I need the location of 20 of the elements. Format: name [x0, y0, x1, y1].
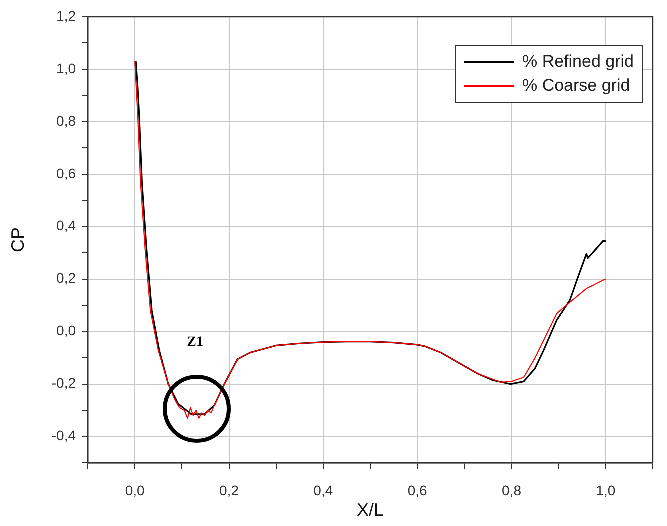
- x-tick-label: 0,2: [220, 482, 240, 498]
- y-tick-label: 0,2: [56, 270, 76, 286]
- y-tick-label: 0,0: [56, 322, 76, 339]
- annotation: Z1: [187, 334, 204, 351]
- y-tick-label: 1,2: [56, 8, 76, 24]
- y-tick-label: 1,0: [56, 60, 76, 76]
- legend-label: % Refined grid: [522, 51, 634, 73]
- y-tick-label: 0,4: [56, 218, 76, 234]
- y-tick-label: 0,8: [56, 112, 76, 129]
- legend-label: % Coarse grid: [522, 75, 630, 97]
- x-tick-label: 0,4: [314, 482, 334, 498]
- y-tick-label: 0,6: [56, 165, 76, 182]
- y-tick-label: -0,2: [52, 375, 76, 392]
- y-tick-label: -0,4: [52, 428, 76, 444]
- x-axis-title: X/L: [356, 500, 384, 520]
- x-tick-label: 0,6: [408, 482, 428, 498]
- x-tick-label: 1,0: [596, 482, 616, 498]
- x-tick-label: 0,0: [125, 482, 146, 498]
- x-tick-label: 0,8: [502, 482, 522, 498]
- y-axis-title: CP: [8, 227, 28, 253]
